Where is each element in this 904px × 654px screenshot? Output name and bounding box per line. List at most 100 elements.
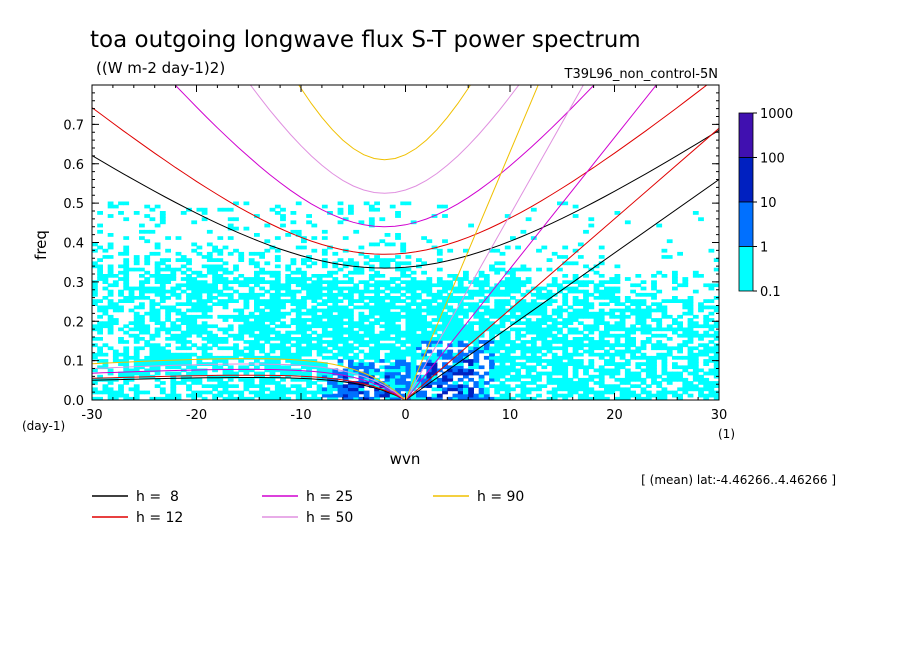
heatmap-cell (149, 286, 156, 291)
heatmap-cell (274, 343, 281, 348)
heatmap-cell (102, 248, 109, 253)
heatmap-cell (159, 362, 166, 366)
heatmap-cell (248, 324, 255, 329)
heatmap-cell (222, 280, 229, 284)
heatmap-cell (243, 280, 250, 284)
heatmap-cell (510, 346, 516, 351)
heatmap-cell (295, 280, 302, 284)
heatmap-cell (436, 305, 443, 310)
heatmap-cell (196, 333, 203, 338)
heatmap-cell (154, 346, 161, 351)
heatmap-cell (546, 258, 553, 262)
heatmap-cell (468, 337, 474, 341)
heatmap-cell (520, 267, 527, 272)
heatmap-cell (698, 274, 704, 278)
heatmap-cell (421, 324, 427, 329)
heatmap-cell (442, 390, 448, 395)
heatmap-cell (222, 355, 229, 360)
heatmap-cell (201, 321, 208, 325)
heatmap-cell (562, 261, 569, 266)
heatmap-cell (452, 393, 459, 398)
heatmap-cell (133, 286, 140, 291)
heatmap-cell (159, 277, 166, 281)
heatmap-cell (624, 381, 631, 385)
kelvin-curve-h50 (405, 85, 584, 400)
heatmap-cell (494, 384, 501, 388)
dispersion-curves (92, 85, 719, 400)
heatmap-cell (311, 223, 318, 228)
heatmap-cell (212, 280, 218, 284)
heatmap-cell (416, 283, 422, 288)
heatmap-cell (436, 381, 443, 385)
heatmap-cell (431, 374, 438, 379)
heatmap-cell (421, 314, 427, 319)
heatmap-cell (180, 258, 187, 262)
heatmap-cell (436, 292, 443, 297)
heatmap-cell (348, 368, 354, 373)
heatmap-cell (180, 359, 187, 363)
heatmap-cell (405, 305, 412, 310)
heatmap-cell (609, 286, 616, 291)
heatmap-cell (604, 371, 610, 376)
heatmap-cell (692, 333, 699, 338)
heatmap-cell (395, 381, 401, 385)
heatmap-cell (436, 333, 443, 338)
heatmap-cell (588, 340, 595, 344)
heatmap-cell (442, 381, 448, 385)
heatmap-cell (619, 381, 626, 385)
heatmap-cell (128, 355, 135, 360)
heatmap-cell (254, 274, 260, 278)
heatmap-cell (510, 308, 516, 313)
heatmap-cell (238, 396, 245, 400)
heatmap-cell (212, 365, 218, 370)
heatmap-cell (133, 355, 140, 360)
heatmap-cell (583, 292, 589, 297)
heatmap-cell (473, 311, 480, 316)
heatmap-cell (254, 337, 260, 341)
heatmap-cell (624, 343, 631, 348)
heatmap-cell (436, 396, 443, 400)
heatmap-cell (431, 396, 438, 400)
heatmap-cell (254, 214, 260, 218)
heatmap-cell (337, 381, 344, 385)
heatmap-cell (374, 349, 380, 354)
heatmap-cell (159, 305, 166, 310)
heatmap-cell (410, 333, 417, 338)
heatmap-cell (661, 255, 668, 259)
heatmap-cell (285, 337, 292, 341)
heatmap-cell (264, 327, 271, 332)
heatmap-cell (410, 359, 417, 363)
heatmap-cell (165, 264, 171, 269)
heatmap-cell (609, 359, 616, 363)
heatmap-cell (452, 396, 459, 400)
heatmap-cell (463, 270, 469, 275)
heatmap-cell (191, 220, 198, 225)
heatmap-cell (254, 314, 260, 319)
heatmap-cell (692, 330, 699, 335)
heatmap-cell (405, 349, 412, 354)
heatmap-cell (332, 368, 339, 373)
heatmap-cell (295, 349, 302, 354)
heatmap-cell (536, 374, 542, 379)
heatmap-cell (426, 277, 433, 281)
heatmap-cell (269, 381, 276, 385)
heatmap-cell (384, 258, 391, 262)
heatmap-cell (463, 343, 469, 348)
heatmap-cell (426, 283, 433, 288)
heatmap-cell (196, 377, 203, 382)
heatmap-cell (609, 277, 616, 281)
heatmap-cell (504, 340, 511, 344)
heatmap-cell (395, 318, 401, 322)
heatmap-cell (332, 393, 339, 398)
heatmap-cell (525, 390, 532, 395)
heatmap-cell (170, 305, 177, 310)
heatmap-cell (384, 305, 391, 310)
heatmap-cell (186, 393, 192, 398)
heatmap-cell (713, 330, 719, 335)
heatmap-cell (431, 371, 438, 376)
heatmap-cell (530, 292, 537, 297)
heatmap-cell (144, 277, 151, 281)
heatmap-cell (128, 308, 135, 313)
heatmap-cell (144, 296, 151, 300)
heatmap-cell (144, 368, 151, 373)
